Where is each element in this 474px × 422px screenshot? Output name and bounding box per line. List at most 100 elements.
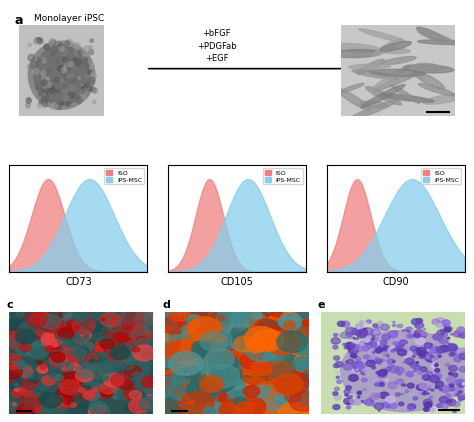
Circle shape [47,95,49,97]
Circle shape [211,327,238,346]
Circle shape [419,351,427,356]
Circle shape [79,92,81,95]
Circle shape [39,100,43,104]
Circle shape [264,342,295,364]
Circle shape [92,387,98,391]
Circle shape [60,65,64,70]
Circle shape [3,354,22,368]
Circle shape [146,395,154,400]
Circle shape [422,385,429,390]
Circle shape [42,392,63,406]
Circle shape [185,386,195,393]
Circle shape [274,356,284,363]
Circle shape [299,397,310,405]
Circle shape [135,380,150,391]
Circle shape [366,353,375,359]
Circle shape [37,58,41,62]
Circle shape [282,374,297,386]
Circle shape [416,348,420,351]
Circle shape [15,320,22,325]
Circle shape [35,406,45,413]
Circle shape [385,396,395,403]
Circle shape [89,401,107,414]
Circle shape [51,46,58,53]
Circle shape [421,348,428,353]
Circle shape [260,391,273,400]
Ellipse shape [330,43,379,52]
Circle shape [62,345,66,348]
Circle shape [358,327,360,329]
Circle shape [245,316,266,331]
Circle shape [147,335,156,341]
Circle shape [278,334,294,346]
Circle shape [415,338,425,344]
Circle shape [459,353,467,360]
Circle shape [260,338,276,350]
Circle shape [416,319,422,323]
Circle shape [82,395,86,398]
Ellipse shape [418,30,456,45]
Circle shape [334,333,337,336]
Circle shape [195,360,226,382]
Circle shape [396,393,400,396]
Text: Monolayer iPSC: Monolayer iPSC [34,14,104,23]
Circle shape [82,85,84,87]
Circle shape [420,367,427,372]
Circle shape [244,395,277,419]
Circle shape [37,103,42,108]
Circle shape [298,306,317,320]
Circle shape [233,398,253,411]
Circle shape [205,320,226,335]
Circle shape [68,364,81,372]
Circle shape [142,376,158,388]
Circle shape [404,352,413,359]
Circle shape [385,405,390,408]
Circle shape [278,395,300,410]
Circle shape [89,404,110,419]
Circle shape [61,49,67,55]
Circle shape [377,341,383,346]
Circle shape [375,383,379,386]
Circle shape [207,373,235,392]
Circle shape [295,358,309,368]
Circle shape [207,336,228,352]
Circle shape [51,52,55,56]
Circle shape [277,352,289,360]
Circle shape [82,87,84,89]
Circle shape [169,351,203,375]
Circle shape [119,347,136,359]
Circle shape [119,360,135,370]
Circle shape [273,373,303,395]
Circle shape [198,399,205,404]
Circle shape [370,342,377,347]
Circle shape [24,329,29,333]
Circle shape [280,372,312,395]
Circle shape [245,327,278,350]
Circle shape [100,339,114,349]
Circle shape [179,318,192,327]
Circle shape [159,326,179,341]
Circle shape [239,403,261,419]
Circle shape [410,346,417,351]
Circle shape [333,405,340,410]
Circle shape [362,372,365,375]
Circle shape [300,357,312,366]
Circle shape [178,346,206,366]
Circle shape [442,404,448,408]
Circle shape [374,390,376,392]
Circle shape [209,394,233,411]
Circle shape [268,353,300,375]
Circle shape [414,367,419,371]
Circle shape [205,370,219,379]
Circle shape [453,333,458,336]
Circle shape [263,367,296,390]
Circle shape [280,377,294,387]
Circle shape [191,349,208,360]
Circle shape [282,313,292,320]
Circle shape [422,384,430,390]
Circle shape [89,46,92,49]
Circle shape [352,370,354,371]
Circle shape [449,365,457,371]
Ellipse shape [374,72,418,91]
Circle shape [293,387,317,404]
